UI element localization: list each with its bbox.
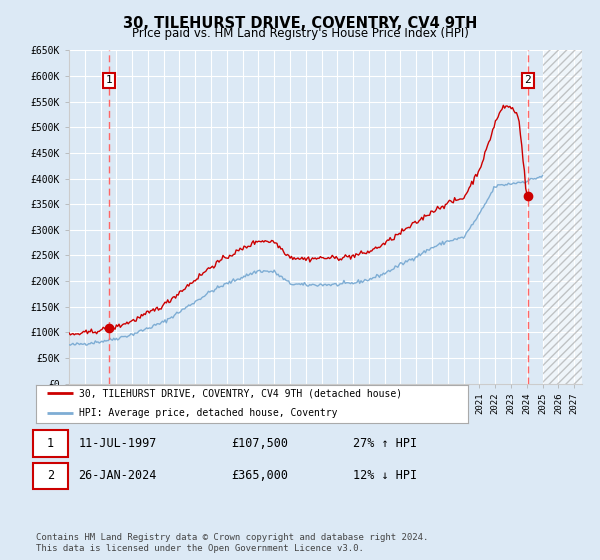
Text: Contains HM Land Registry data © Crown copyright and database right 2024.
This d: Contains HM Land Registry data © Crown c… bbox=[36, 533, 428, 553]
Text: 2: 2 bbox=[524, 76, 531, 85]
Text: 12% ↓ HPI: 12% ↓ HPI bbox=[353, 469, 417, 483]
Text: 1: 1 bbox=[106, 76, 112, 85]
FancyBboxPatch shape bbox=[34, 463, 68, 489]
Text: 27% ↑ HPI: 27% ↑ HPI bbox=[353, 437, 417, 450]
Text: 30, TILEHURST DRIVE, COVENTRY, CV4 9TH: 30, TILEHURST DRIVE, COVENTRY, CV4 9TH bbox=[123, 16, 477, 31]
Text: 2: 2 bbox=[47, 469, 54, 483]
Text: £107,500: £107,500 bbox=[232, 437, 289, 450]
FancyBboxPatch shape bbox=[34, 430, 68, 457]
Text: HPI: Average price, detached house, Coventry: HPI: Average price, detached house, Cove… bbox=[79, 408, 338, 418]
Text: 1: 1 bbox=[47, 437, 54, 450]
Text: Price paid vs. HM Land Registry's House Price Index (HPI): Price paid vs. HM Land Registry's House … bbox=[131, 27, 469, 40]
Text: 11-JUL-1997: 11-JUL-1997 bbox=[78, 437, 157, 450]
Text: 26-JAN-2024: 26-JAN-2024 bbox=[78, 469, 157, 483]
Bar bbox=[542, 50, 582, 384]
Text: £365,000: £365,000 bbox=[232, 469, 289, 483]
Text: 30, TILEHURST DRIVE, COVENTRY, CV4 9TH (detached house): 30, TILEHURST DRIVE, COVENTRY, CV4 9TH (… bbox=[79, 389, 403, 399]
